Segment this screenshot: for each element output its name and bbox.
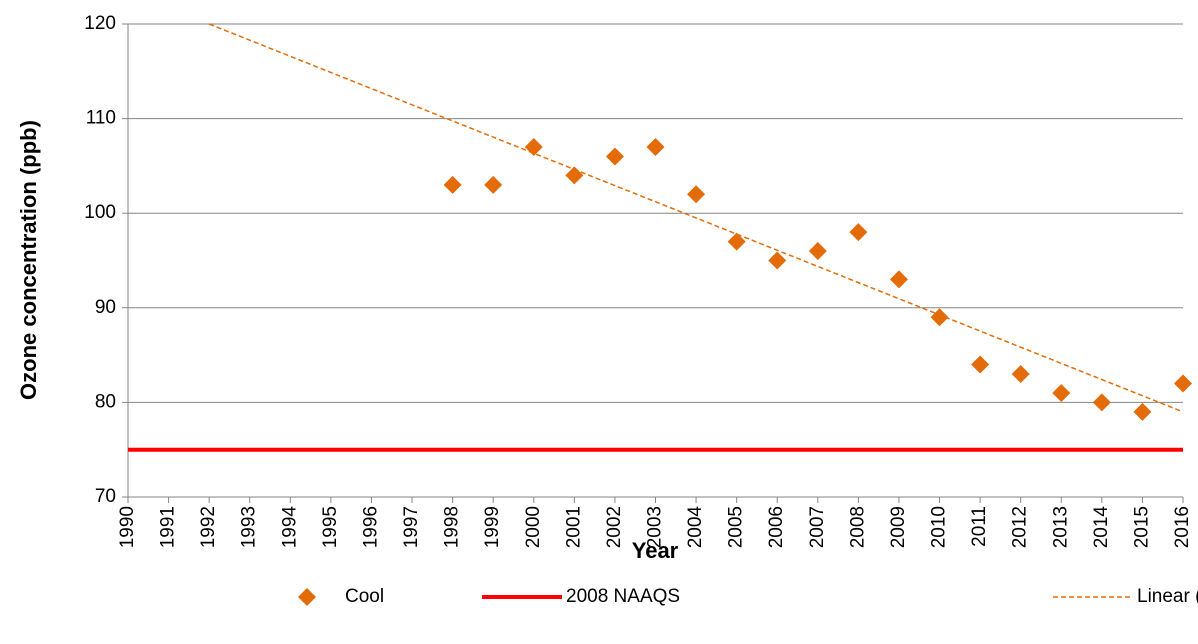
- point: [646, 137, 665, 156]
- legend-label: 2008 NAAQS: [566, 586, 680, 607]
- x-tick-label: 2001: [563, 506, 584, 548]
- x-tick-label: 1991: [158, 506, 179, 548]
- x-tick-label: 2003: [645, 506, 666, 548]
- point: [524, 137, 543, 156]
- x-tick-label: 2008: [847, 506, 868, 548]
- y-tick-label: 120: [84, 13, 116, 34]
- x-tick-label: 1995: [320, 506, 341, 548]
- x-tick-label: 2009: [888, 506, 909, 548]
- point: [849, 223, 868, 242]
- y-tick-label: 70: [95, 486, 116, 507]
- point: [1133, 402, 1152, 421]
- point: [727, 232, 746, 251]
- point: [1052, 383, 1071, 402]
- x-tick-label: 2000: [523, 506, 544, 548]
- x-tick-label: 2006: [766, 506, 787, 548]
- x-tick-label: 2007: [807, 506, 828, 548]
- point: [605, 147, 624, 166]
- y-axis-title: Ozone concentration (ppb): [16, 120, 41, 400]
- x-tick-label: 2010: [929, 506, 950, 548]
- x-tick-label: 1997: [401, 506, 422, 548]
- x-tick-label: 2002: [604, 506, 625, 548]
- point: [1174, 374, 1192, 393]
- point: [443, 175, 462, 194]
- x-tick-label: 2012: [1010, 506, 1031, 548]
- x-tick-label: 1999: [482, 506, 503, 548]
- x-tick-label: 2015: [1131, 506, 1152, 548]
- trend-line: [208, 23, 1184, 413]
- x-tick-label: 2011: [969, 506, 990, 547]
- x-tick-label: 1990: [117, 506, 138, 548]
- y-tick-label: 80: [95, 391, 116, 412]
- point: [1011, 365, 1030, 384]
- point: [768, 251, 787, 270]
- point: [1092, 393, 1111, 412]
- x-tick-label: 1998: [442, 506, 463, 548]
- y-tick-label: 100: [84, 202, 116, 223]
- x-tick-label: 1996: [360, 506, 381, 548]
- point: [565, 166, 584, 185]
- legend-swatch: [298, 588, 316, 606]
- point: [930, 308, 949, 327]
- legend-label: Linear (Cool): [1137, 586, 1198, 607]
- point: [971, 355, 990, 374]
- x-tick-label: 1994: [279, 506, 300, 549]
- x-tick-label: 2013: [1050, 506, 1071, 548]
- point: [889, 270, 908, 289]
- x-tick-label: 1992: [198, 506, 219, 548]
- x-tick-label: 2004: [685, 506, 706, 549]
- y-tick-label: 110: [86, 108, 116, 129]
- x-axis-title: Year: [632, 538, 679, 563]
- point: [808, 242, 827, 261]
- x-tick-label: 2016: [1172, 506, 1193, 548]
- y-tick-label: 90: [95, 297, 116, 318]
- x-tick-label: 2014: [1091, 506, 1112, 549]
- x-tick-label: 1993: [239, 506, 260, 548]
- x-tick-label: 2005: [726, 506, 747, 548]
- legend-label: Cool: [345, 586, 384, 607]
- point: [484, 175, 503, 194]
- point: [687, 185, 706, 204]
